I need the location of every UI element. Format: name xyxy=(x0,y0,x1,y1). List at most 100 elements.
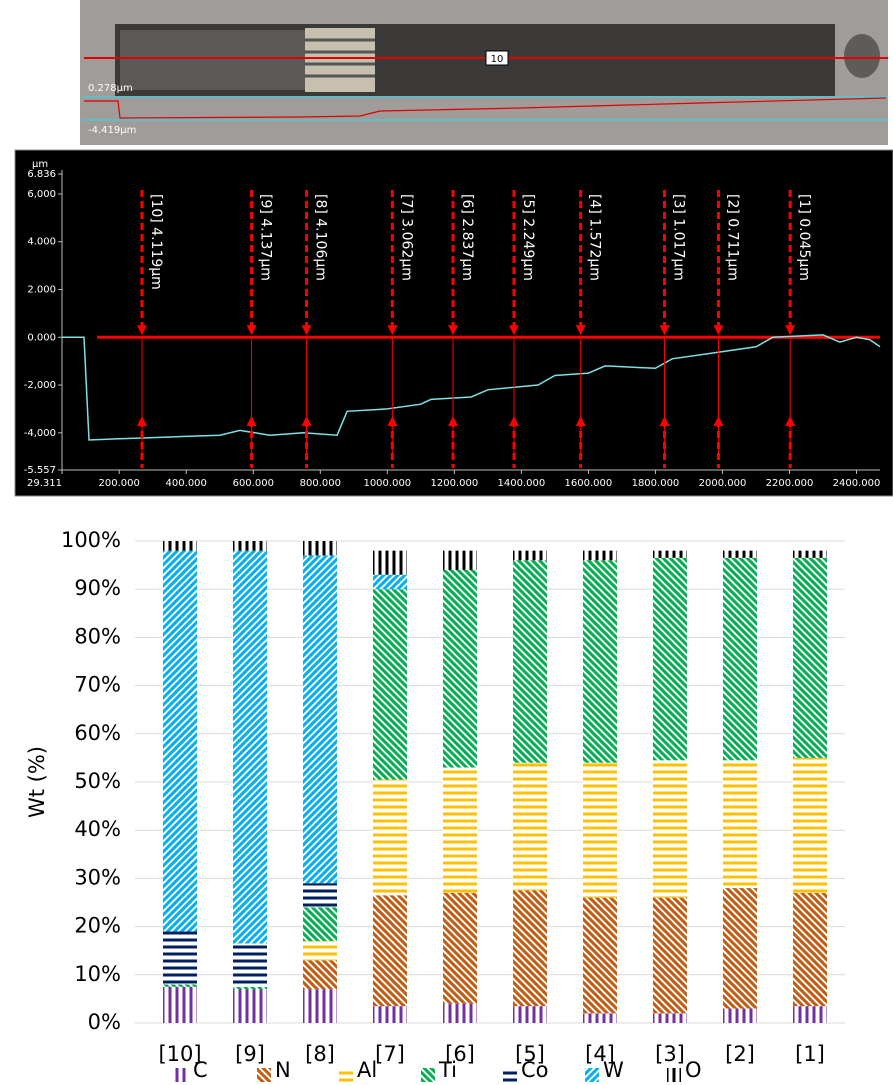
x-tick-label: [7] xyxy=(375,1042,405,1066)
x-tick-label: 1200.000 xyxy=(430,478,478,489)
top-label: 0.278µm xyxy=(88,83,133,94)
legend-swatch xyxy=(421,1068,435,1082)
annotation-arrow xyxy=(509,325,520,336)
annotation-label: [7] 3.062µm xyxy=(398,194,414,281)
bar-segment xyxy=(373,1006,407,1023)
bar-segment xyxy=(723,557,757,761)
legend-swatch xyxy=(503,1068,517,1082)
annotation-arrow-up xyxy=(659,416,670,426)
bright-region xyxy=(305,28,375,92)
y-tick-label: 60% xyxy=(74,721,121,745)
x-tick-label: [2] xyxy=(725,1042,755,1066)
y-tick-label: 6,000 xyxy=(27,189,56,200)
legend-swatch xyxy=(257,1068,271,1082)
spot xyxy=(844,34,880,78)
bar-segment xyxy=(793,892,827,1007)
x-tick-label: 2000.000 xyxy=(699,478,747,489)
x-tick-label: 2200.000 xyxy=(766,478,814,489)
bar-segment xyxy=(723,760,757,889)
bar-segment xyxy=(233,550,267,944)
bright-stripes xyxy=(305,38,375,78)
annotation-arrow-up xyxy=(509,416,520,426)
bar-segment xyxy=(653,760,687,898)
annotation-arrow-up xyxy=(246,416,257,426)
annotation-label: [8] 4.106µm xyxy=(313,194,329,281)
bottom-label: -4.419µm xyxy=(88,125,136,136)
legend-label: W xyxy=(603,1058,624,1082)
legend-label: Co xyxy=(521,1058,549,1082)
annotation-arrow-up xyxy=(387,416,398,426)
y-tick-label: 2.000 xyxy=(27,285,56,296)
annotation: [10] 4.119µm xyxy=(136,190,164,468)
annotation-label: [9] 4.137µm xyxy=(258,194,274,281)
bar-segment xyxy=(303,883,337,908)
profile-line xyxy=(62,334,881,441)
bar-segment xyxy=(443,550,477,570)
bar-segment xyxy=(373,574,407,590)
annotation-arrow-up xyxy=(785,416,796,426)
legend-swatch xyxy=(585,1068,599,1082)
marker-label: 10 xyxy=(491,54,504,65)
bar-segment xyxy=(583,762,617,898)
bar-segment xyxy=(303,907,337,942)
bar-segment xyxy=(443,1003,477,1023)
bar-segment xyxy=(163,550,197,932)
annotation-arrow xyxy=(246,325,257,336)
x-tick-label: 200.000 xyxy=(99,478,140,489)
bar-segment xyxy=(793,1006,827,1023)
bar-segment xyxy=(443,767,477,893)
bar-segment xyxy=(513,550,547,561)
legend-swatch xyxy=(667,1068,681,1082)
bar-segment xyxy=(303,989,337,1023)
x-tick-label: [4] xyxy=(585,1042,615,1066)
annotation-label: [2] 0.711µm xyxy=(724,194,740,281)
bar-segment xyxy=(303,541,337,556)
x-tick-label: [3] xyxy=(655,1042,685,1066)
annotation-label: [3] 1.017µm xyxy=(670,194,686,281)
legend-label: Ti xyxy=(438,1058,457,1082)
y-tick-label: 40% xyxy=(74,817,121,841)
legend-label: Al xyxy=(357,1058,377,1082)
annotation: [1] 0.045µm xyxy=(785,190,812,468)
annotation-arrow-up xyxy=(136,416,147,426)
x-tick-label: [10] xyxy=(158,1042,201,1066)
x-tick-label: [9] xyxy=(235,1042,265,1066)
y-axis-label: µm xyxy=(32,159,48,170)
annotation: [9] 4.137µm xyxy=(246,190,274,468)
bar-segment xyxy=(653,550,687,558)
x-tick-label: [6] xyxy=(445,1042,475,1066)
bar-segment xyxy=(793,757,827,893)
y-tick-label: -4,000 xyxy=(24,428,56,439)
y-tick-label: -2,000 xyxy=(24,380,56,391)
annotation-arrow xyxy=(575,325,586,336)
annotation: [5] 2.249µm xyxy=(509,190,536,468)
x-tick-label: 600.000 xyxy=(233,478,274,489)
x-tick-label: [1] xyxy=(795,1042,825,1066)
legend-label: O xyxy=(685,1058,702,1082)
x-tick-label: 1600.000 xyxy=(565,478,613,489)
y-axis-label: Wt (%) xyxy=(25,746,49,818)
micrograph: 0.278µm -4.419µm 10 xyxy=(80,0,888,145)
x-tick-label: 400.000 xyxy=(166,478,207,489)
annotation-arrow xyxy=(659,325,670,336)
bar-segment xyxy=(653,1013,687,1023)
bar-segment xyxy=(443,892,477,1004)
bar-segment xyxy=(513,560,547,763)
bar-segment xyxy=(303,555,337,884)
y-tick-label: 6.836 xyxy=(27,169,56,180)
y-tick-label: 80% xyxy=(74,624,121,648)
annotation: [3] 1.017µm xyxy=(659,190,686,468)
bar-segment xyxy=(793,557,827,758)
bar-segment xyxy=(583,550,617,561)
annotation-arrow-up xyxy=(575,416,586,426)
bar-segment xyxy=(233,943,267,987)
annotation-arrow-up xyxy=(448,416,459,426)
bar-segment xyxy=(653,557,687,761)
annotation-arrow xyxy=(448,325,459,336)
x-tick-label: 1400.000 xyxy=(498,478,546,489)
bar-segment xyxy=(583,1013,617,1023)
bar-segment xyxy=(373,895,407,1007)
bar-segment xyxy=(373,589,407,780)
bar-segment xyxy=(513,762,547,891)
